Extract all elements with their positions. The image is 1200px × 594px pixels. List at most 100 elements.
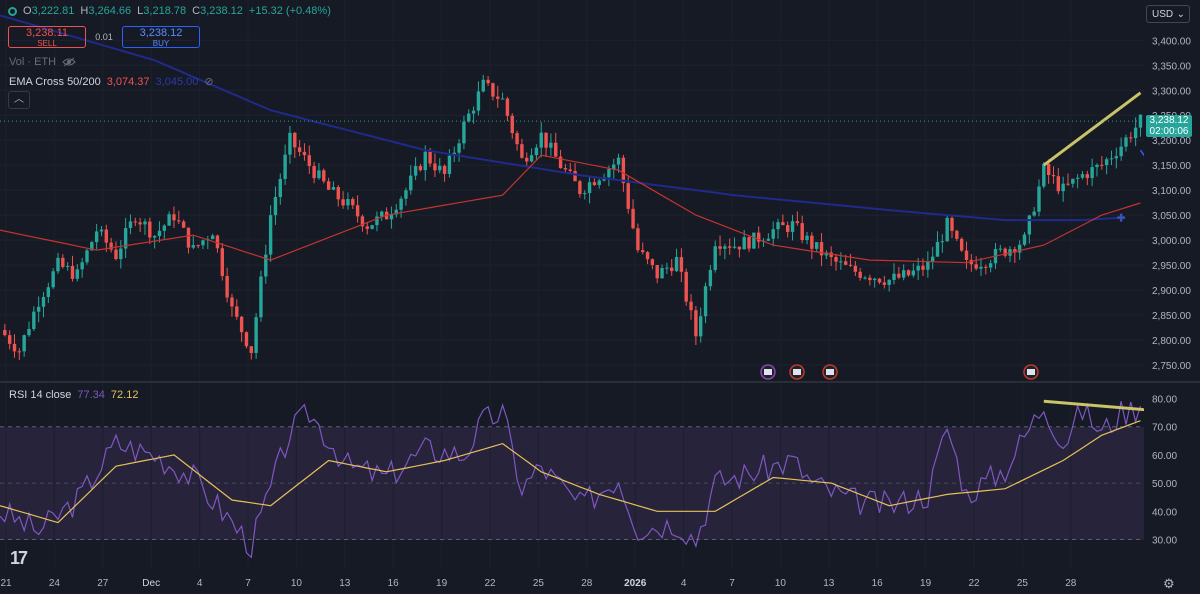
candle-body: [834, 257, 838, 262]
rsi-indicator-legend[interactable]: RSI 14 close 77.34 72.12: [9, 389, 138, 401]
price-tick-label: 3,400.00: [1152, 36, 1191, 47]
candle-body: [428, 151, 432, 164]
sell-label: SELL: [37, 39, 57, 48]
candle-body: [1022, 234, 1027, 245]
candle-body: [51, 271, 55, 288]
candle-body: [563, 168, 568, 170]
candle-body: [805, 235, 809, 240]
time-tick-label: 16: [872, 578, 884, 589]
candle-body: [109, 242, 113, 250]
candle-body: [1104, 159, 1109, 166]
candle-body: [597, 180, 601, 186]
candle-body: [1100, 164, 1104, 166]
buy-button[interactable]: 3,238.12 BUY: [122, 26, 200, 48]
candle-body: [945, 217, 949, 242]
candle-body: [573, 170, 577, 182]
candle-body: [317, 170, 321, 179]
candle-body: [1124, 137, 1128, 147]
candle-body: [17, 351, 22, 353]
candle-body: [882, 282, 887, 285]
candle-body: [964, 250, 969, 260]
candle-body: [138, 222, 142, 225]
candle-body: [423, 151, 427, 171]
candle-body: [583, 193, 587, 195]
candle-body: [621, 157, 626, 184]
candle-body: [375, 216, 379, 226]
rsi-tick-label: 60.00: [1152, 451, 1177, 462]
candle-body: [612, 164, 616, 169]
candle-body: [1027, 215, 1032, 235]
time-tick-label: 13: [823, 578, 835, 589]
time-tick-label: 21: [0, 578, 12, 589]
candle-body: [694, 310, 698, 337]
candle-body: [776, 222, 780, 230]
candle-body: [660, 267, 664, 279]
candle-body: [674, 257, 679, 272]
candle-body: [41, 297, 46, 307]
settings-gear-icon[interactable]: ⚙: [1163, 576, 1175, 591]
candle-body: [544, 132, 548, 148]
candle-body: [360, 216, 365, 227]
rsi-trendline[interactable]: [1043, 399, 1179, 412]
price-axis[interactable]: 3,400.003,350.003,300.003,250.003,200.00…: [1152, 36, 1191, 546]
chevron-up-icon: ︿: [14, 94, 24, 105]
time-tick-label: 27: [97, 578, 109, 589]
candle-body: [631, 208, 635, 229]
currency-select[interactable]: USD ⌄: [1146, 5, 1190, 23]
candle-body: [351, 199, 355, 206]
low-value: 3,218.78: [143, 5, 187, 17]
candle-body: [1032, 211, 1036, 216]
candle-body: [757, 232, 761, 242]
sell-button[interactable]: 3,238.11 SELL: [8, 26, 86, 48]
time-tick-label: 28: [1065, 578, 1077, 589]
buy-price: 3,238.12: [139, 27, 183, 39]
change-value: +15.32 (+0.48%): [248, 5, 331, 17]
candle-body: [123, 228, 128, 249]
candle-body: [418, 165, 423, 171]
time-tick-label: 25: [1017, 578, 1029, 589]
rsi-value: 77.34: [77, 389, 105, 401]
candle-body: [181, 221, 186, 228]
rsi-line: [0, 401, 1142, 559]
candle-body: [1056, 176, 1061, 192]
status-dot-icon: [8, 6, 17, 16]
candle-body: [365, 226, 369, 229]
rsi-tick-label: 40.00: [1152, 507, 1177, 518]
price-trendline[interactable]: [1042, 91, 1142, 167]
economic-events[interactable]: [760, 364, 1039, 380]
tradingview-logo-icon[interactable]: 17: [10, 548, 28, 568]
candle-body: [558, 156, 563, 169]
volume-indicator-legend[interactable]: Vol · ETH: [9, 56, 76, 68]
eye-icon[interactable]: [62, 57, 76, 67]
flag-icon: [764, 369, 772, 375]
ema-indicator-legend[interactable]: EMA Cross 50/200 3,074.37 3,045.00 ⊘: [9, 75, 214, 89]
candle-body: [800, 223, 804, 240]
time-tick-label: 19: [436, 578, 448, 589]
price-tick-label: 3,150.00: [1152, 161, 1191, 172]
candle-body: [442, 165, 447, 174]
candle-body: [520, 144, 524, 158]
candle-body: [568, 169, 572, 171]
time-axis[interactable]: 21 24 27 Dec 4 7 10 13 16 19 22 25 28 2026 4 7 10 13 16 19 2…: [0, 578, 1076, 589]
sell-price: 3,238.11: [25, 27, 68, 39]
candle-body: [906, 270, 911, 276]
candle-body: [916, 265, 920, 271]
time-tick-label: 25: [533, 578, 545, 589]
price-pane[interactable]: [0, 14, 1200, 360]
candle-body: [12, 343, 17, 352]
candle-body: [114, 249, 118, 260]
candle-body: [636, 228, 640, 251]
candle-body: [771, 229, 775, 239]
last-price-value: 3,238.12: [1149, 115, 1189, 126]
candle-body: [119, 248, 123, 260]
time-tick-label: 19: [920, 578, 932, 589]
collapse-legend-button[interactable]: ︿: [8, 91, 30, 109]
candle-body: [814, 242, 819, 249]
candle-body: [699, 316, 703, 337]
rsi-pane[interactable]: [0, 399, 1179, 559]
candle-body: [249, 346, 253, 353]
candle-body: [220, 248, 224, 276]
candle-body: [322, 170, 326, 182]
candle-body: [872, 278, 877, 281]
